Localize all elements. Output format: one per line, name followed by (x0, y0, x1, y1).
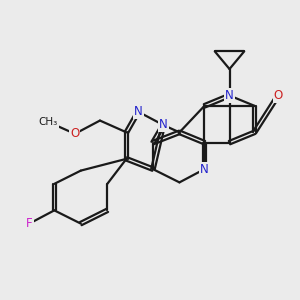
Text: F: F (26, 217, 33, 230)
Text: O: O (274, 89, 283, 102)
Text: CH₃: CH₃ (39, 117, 58, 127)
Text: N: N (159, 118, 168, 131)
Text: N: N (225, 89, 234, 102)
Text: N: N (200, 163, 209, 176)
Text: O: O (70, 127, 80, 140)
Text: N: N (134, 105, 142, 118)
